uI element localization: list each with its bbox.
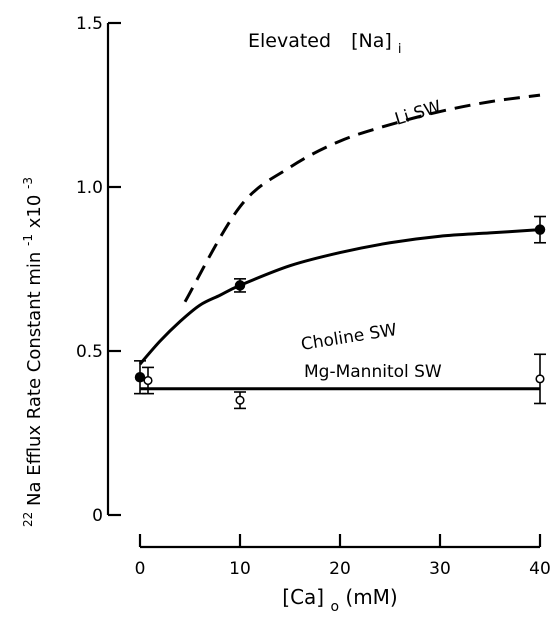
series-label-mg-mannitol-sw: Mg-Mannitol SW [304, 362, 442, 382]
data-markers [134, 215, 546, 410]
ylabel-main: Na Efflux Rate Constant min [24, 252, 45, 506]
y-tick-label: 1.0 [76, 178, 103, 198]
curve-li-sw [183, 93, 541, 303]
ylabel-exponent-1: -1 [21, 234, 35, 246]
data-point-choline-sw [534, 224, 546, 235]
series-label-choline-sw: Choline SW [300, 320, 399, 355]
x-tick-label: 30 [429, 559, 451, 579]
y-tick-label: 1.5 [76, 14, 103, 34]
xlabel-bracket: [Ca] [282, 585, 324, 609]
series-label-li-sw: Li SW [393, 97, 444, 130]
y-tick-label: 0.5 [76, 342, 103, 362]
title-main: Elevated [248, 30, 331, 52]
title-subscript: i [398, 42, 402, 57]
x-tick-label: 40 [529, 559, 551, 579]
y-tick-label: 0 [92, 506, 103, 526]
x-axis-label: [Ca] o (mM) [282, 585, 397, 616]
curve-choline-sw [138, 228, 541, 366]
data-point-mg-mannitol-sw [535, 374, 545, 384]
x-tick-label: 10 [229, 559, 251, 579]
series-curves [138, 93, 541, 391]
data-point-choline-sw [234, 280, 246, 291]
y-axis-label: 22 Na Efflux Rate Constant min -1 x10 -3 [16, 177, 45, 527]
data-point-choline-sw [134, 371, 146, 383]
data-point-mg-mannitol-sw [235, 395, 245, 405]
chart-title: Elevated [Na] i [248, 30, 401, 57]
axes: 0 0.5 1.0 1.5 0 10 20 30 40 [76, 14, 551, 579]
xlabel-unit: (mM) [345, 585, 397, 609]
ylabel-exponent-2: -3 [21, 177, 35, 189]
x-tick-label: 20 [329, 559, 351, 579]
x-tick-label: 0 [135, 559, 146, 579]
xlabel-subscript: o [330, 599, 339, 615]
data-point-mg-mannitol-sw [143, 375, 153, 386]
ylabel-isotope: 22 [21, 512, 35, 527]
ylabel-multiplier: x10 [24, 195, 45, 229]
title-bracket: [Na] [351, 30, 392, 52]
